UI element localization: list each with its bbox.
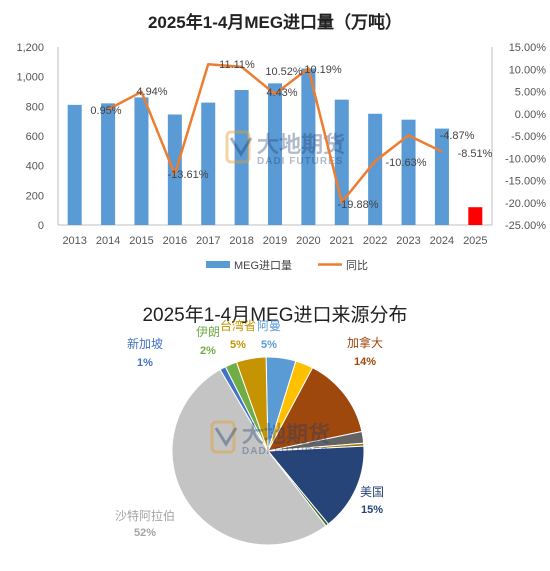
yoy-data-label-2014: 0.95% bbox=[90, 105, 121, 117]
legend-swatch-meg-import bbox=[206, 261, 230, 268]
pie-slice-5 bbox=[266, 445, 365, 525]
yoy-data-label-2016: -13.61% bbox=[168, 169, 209, 181]
pie-chart-title: 2025年1-4月MEG进口来源分布 bbox=[142, 305, 408, 326]
left-axis-tick-label: 0 bbox=[38, 220, 44, 232]
watermark-subtext: DADI FUTURES bbox=[242, 446, 328, 457]
pie-slice-0 bbox=[265, 356, 297, 452]
right-axis-tick-label: -10.00% bbox=[505, 153, 546, 165]
x-axis-tick-label: 2020 bbox=[296, 235, 320, 247]
right-axis-tick-label: 15.00% bbox=[509, 42, 547, 54]
watermark-subtext: DADI FUTURES bbox=[257, 156, 343, 167]
pie-slice-4 bbox=[267, 442, 365, 452]
yoy-data-label-2018: 10.52% bbox=[265, 66, 303, 78]
pie-slice-3 bbox=[267, 430, 365, 452]
right-axis-tick-label: -5.00% bbox=[511, 131, 546, 143]
bar-2015 bbox=[134, 97, 149, 225]
bar-2020 bbox=[301, 68, 316, 225]
watermark-mark bbox=[210, 420, 236, 454]
bar-line-chart-title: 2025年1-4月MEG进口量（万吨） bbox=[147, 13, 403, 32]
right-axis-tick-label: -20.00% bbox=[505, 198, 546, 210]
left-axis-tick-label: 800 bbox=[26, 101, 44, 113]
right-axis-tick-label: 0.00% bbox=[515, 109, 546, 121]
x-axis-tick-label: 2019 bbox=[263, 235, 287, 247]
bar-2019 bbox=[267, 83, 283, 225]
left-axis-tick-label: 200 bbox=[26, 190, 44, 202]
right-axis-tick-label: -15.00% bbox=[505, 176, 546, 188]
right-axis-tick-label: 5.00% bbox=[515, 87, 546, 99]
x-axis-tick-label: 2017 bbox=[196, 235, 220, 247]
watermark-mark-inner bbox=[214, 427, 238, 447]
bar-line-chart: 0 200 400 600 800 1,000 1,200 -25.00% -20.00% -15… bbox=[16, 42, 547, 272]
yoy-data-label-2022: -10.63% bbox=[386, 157, 427, 169]
right-axis-tick-label: -25.00% bbox=[505, 220, 546, 232]
pie-label-pct-usa: 15% bbox=[361, 504, 383, 516]
pie-label-name-saudi: 沙特阿拉伯 bbox=[115, 508, 175, 523]
pie-label-pct-canada: 14% bbox=[354, 356, 376, 368]
yoy-data-label-2017: 11.11% bbox=[219, 59, 255, 71]
right-axis-tick-label: 10.00% bbox=[509, 64, 547, 76]
left-axis-tick-label: 1,200 bbox=[16, 42, 44, 54]
x-axis-tick-label: 2025 bbox=[463, 235, 487, 247]
x-axis-tick-label: 2024 bbox=[430, 235, 454, 247]
bar-2014 bbox=[101, 103, 116, 225]
pie-label-name-canada: 加拿大 bbox=[347, 335, 383, 350]
yoy-data-label-2023: -4.87% bbox=[440, 130, 475, 142]
watermark-mark bbox=[225, 130, 251, 164]
legend-label-meg-import: MEG进口量 bbox=[234, 259, 292, 272]
x-axis-tick-label: 2015 bbox=[129, 235, 153, 247]
left-axis-tick-label: 1,000 bbox=[16, 72, 44, 84]
x-axis-tick-label: 2023 bbox=[396, 235, 420, 247]
yoy-data-label-2015: 4.94% bbox=[136, 86, 167, 98]
x-axis-tick-label: 2021 bbox=[330, 235, 354, 247]
x-axis-tick-label: 2014 bbox=[96, 235, 120, 247]
left-axis-tick-label: 600 bbox=[26, 131, 44, 143]
bar-2021 bbox=[334, 99, 349, 225]
pie-slice-10 bbox=[235, 356, 269, 452]
pie-label-pct-oman: 5% bbox=[261, 339, 277, 351]
bar-2013 bbox=[67, 104, 82, 225]
watermark-mark-inner bbox=[229, 137, 253, 157]
pie-slice-1 bbox=[267, 360, 314, 452]
yoy-data-label-2019: 4.43% bbox=[266, 87, 297, 99]
pie-label-name-singapore: 新加坡 bbox=[127, 336, 163, 351]
pie-slice-2 bbox=[267, 367, 363, 452]
x-axis-tick-label: 2018 bbox=[229, 235, 253, 247]
bar-2016 bbox=[167, 114, 182, 225]
x-axis-tick-label: 2016 bbox=[163, 235, 187, 247]
watermark-text: 大地期货 bbox=[242, 422, 330, 448]
bar-2018 bbox=[234, 90, 249, 226]
bar-2024 bbox=[434, 128, 449, 225]
pie-label-pct-saudi: 52% bbox=[134, 527, 156, 539]
yoy-data-label-2020: 10.19% bbox=[304, 64, 342, 76]
watermark-text: 大地期货 bbox=[257, 132, 345, 158]
x-axis-tick-label: 2022 bbox=[363, 235, 387, 247]
yoy-data-label-2021: -19.88% bbox=[338, 199, 379, 211]
bar-2025 bbox=[468, 207, 483, 225]
pie-label-pct-taiwan: 5% bbox=[230, 339, 246, 351]
pie-label-pct-iran: 2% bbox=[200, 345, 216, 357]
x-axis-tick-label: 2013 bbox=[62, 235, 86, 247]
pie-slice-9 bbox=[224, 361, 269, 452]
pie-label-pct-singapore: 1% bbox=[137, 357, 153, 369]
pie-slice-8 bbox=[219, 366, 269, 452]
pie-slice-7 bbox=[171, 368, 327, 546]
pie-label-name-usa: 美国 bbox=[360, 485, 384, 499]
legend-label-yoy: 同比 bbox=[346, 259, 368, 272]
bar-2022 bbox=[368, 113, 383, 225]
yoy-data-label-2024: -8.51% bbox=[458, 148, 493, 160]
pie-label-name-iran: 伊朗 bbox=[196, 325, 220, 339]
pie-slice-6 bbox=[267, 450, 330, 527]
bar-2017 bbox=[201, 102, 216, 225]
bar-2023 bbox=[401, 119, 416, 225]
left-axis-tick-label: 400 bbox=[26, 161, 44, 173]
